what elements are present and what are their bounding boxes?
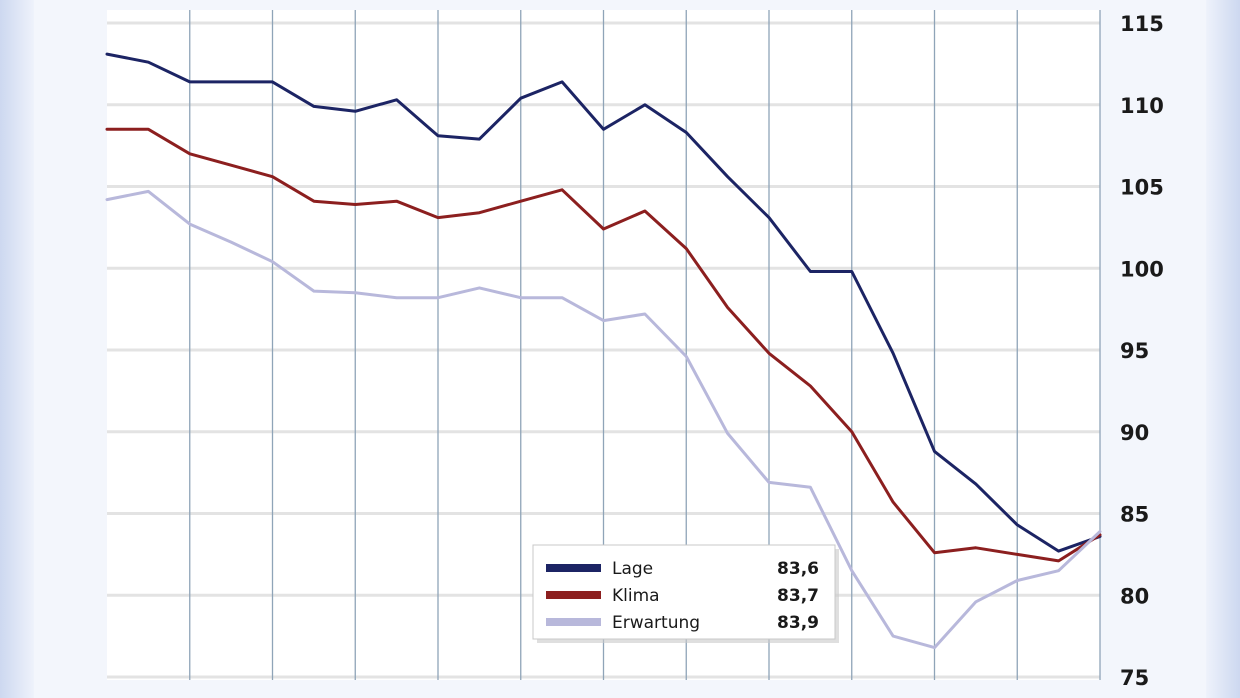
legend-swatch-lage: [546, 564, 601, 572]
legend-label-klima: Klima: [612, 586, 660, 606]
y-tick-label-100: 100: [1120, 257, 1164, 281]
legend-label-erwartung: Erwartung: [612, 613, 700, 633]
series-line-lage: [105, 52, 1102, 553]
y-tick-label-85: 85: [1120, 503, 1149, 527]
legend: Lage 83,6 Klima 83,7 Erwartung 83,9: [532, 544, 839, 643]
series-line-klima: [105, 127, 1102, 563]
legend-value-lage: 83,6: [777, 559, 819, 579]
legend-value-erwartung: 83,9: [777, 613, 819, 633]
legend-label-lage: Lage: [612, 559, 653, 579]
y-tick-label-110: 110: [1120, 94, 1164, 118]
legend-swatch-klima: [546, 591, 601, 599]
y-tick-label-75: 75: [1120, 666, 1149, 690]
series-line-erwartung: [105, 189, 1102, 650]
legend-swatch-erwartung: [546, 618, 601, 626]
y-tick-label-115: 115: [1120, 12, 1164, 36]
y-tick-label-95: 95: [1120, 339, 1149, 363]
series-lines: [105, 52, 1102, 650]
y-tick-label-105: 105: [1120, 176, 1164, 200]
legend-value-klima: 83,7: [777, 586, 819, 606]
y-tick-label-80: 80: [1120, 584, 1149, 608]
y-axis: 115 110 105 100 95 90 85 80 75: [1120, 12, 1164, 690]
y-tick-label-90: 90: [1120, 421, 1149, 445]
